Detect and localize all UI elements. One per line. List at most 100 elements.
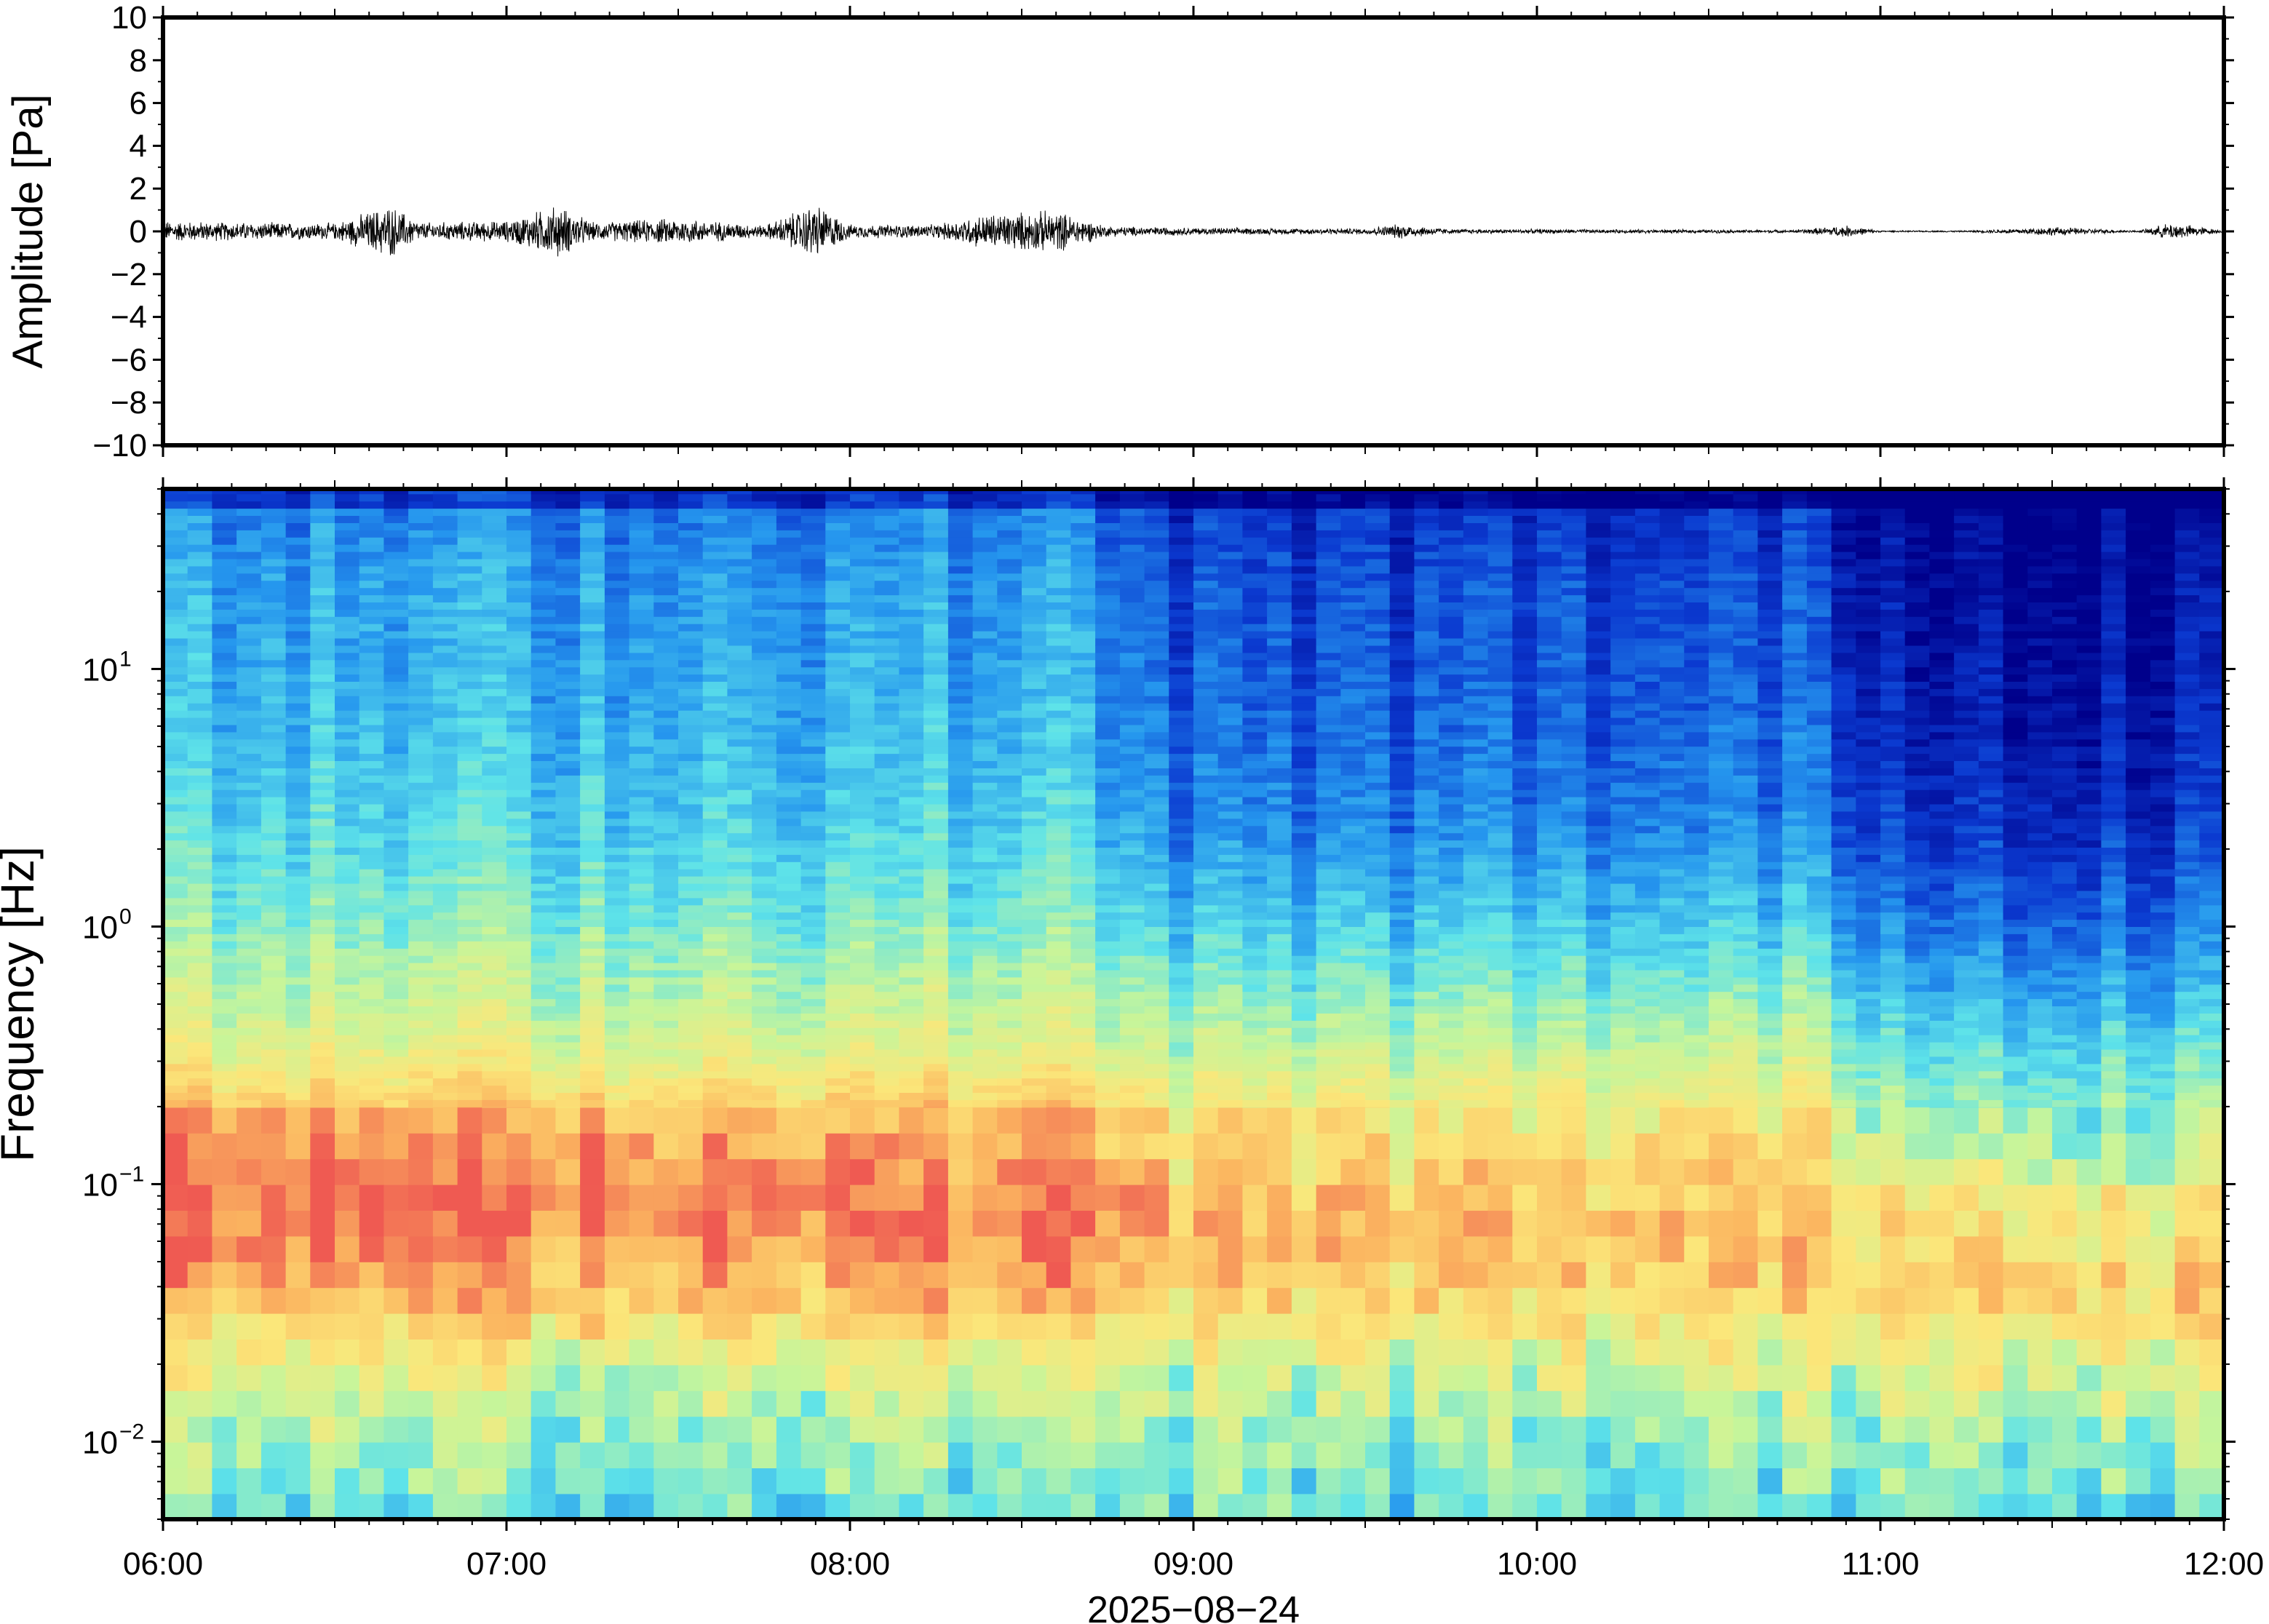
spectrogram-cell (432, 832, 458, 841)
spectrogram-cell (1095, 530, 1121, 538)
spectrogram-cell (187, 508, 213, 516)
spectrogram-cell (1070, 681, 1096, 689)
spectrogram-cell (1144, 746, 1170, 755)
spectrogram-cell (604, 840, 630, 848)
spectrogram-cell (899, 489, 924, 495)
spectrogram-cell (874, 890, 900, 899)
spectrogram-cell (1217, 854, 1244, 862)
spectrogram-cell (457, 1184, 483, 1211)
spectrogram-cell (874, 1210, 900, 1237)
spectrogram-cell (1022, 861, 1047, 869)
spectrogram-cell (408, 1184, 434, 1211)
spectrogram-cell (457, 645, 483, 653)
spectrogram-cell (702, 782, 728, 790)
spectrogram-cell (972, 522, 998, 530)
spectrogram-cell (604, 1035, 630, 1043)
spectrogram-cell (727, 926, 752, 934)
spectrogram-cell (947, 941, 974, 949)
spectrogram-cell (800, 948, 827, 956)
spectrogram-cell (825, 861, 851, 869)
spectrogram-cell (1022, 919, 1047, 927)
spectrogram-cell (702, 1107, 728, 1134)
spectrogram-cell (997, 530, 1022, 538)
spectrogram-cell (1046, 1006, 1072, 1014)
spectrogram-cell (1217, 565, 1244, 574)
spectrogram-cell (359, 724, 385, 733)
spectrogram-cell (752, 501, 777, 509)
spectrogram-cell (1242, 789, 1268, 797)
spectrogram-cell (653, 934, 679, 942)
spectrogram-cell (1046, 912, 1072, 920)
spectrogram-cell (187, 724, 213, 733)
spectrogram-cell (1119, 717, 1145, 725)
spectrogram-cell (850, 696, 875, 704)
spectrogram-cell (261, 926, 287, 934)
spectrogram-cell (947, 904, 974, 913)
spectrogram-cell (1070, 731, 1096, 740)
spectrogram-cell (850, 489, 875, 495)
spectrogram-cell (237, 955, 262, 963)
spectrogram-cell (1217, 739, 1244, 747)
spectrogram-cell (1217, 580, 1244, 589)
spectrogram-cell (1217, 789, 1244, 797)
spectrogram-cell (825, 537, 851, 545)
spectrogram-cell (310, 1364, 335, 1391)
spectrogram-cell (923, 688, 949, 696)
spectrogram-cell (531, 1078, 557, 1086)
spectrogram-cell (923, 919, 949, 927)
spectrogram-cell (727, 883, 752, 891)
spectrogram-cell (408, 616, 434, 624)
spectrogram-cell (997, 645, 1022, 653)
spectrogram-cell (629, 544, 655, 552)
spectrogram-cell (752, 1158, 777, 1185)
spectrogram-cell (237, 530, 262, 538)
spectrogram-cell (972, 1063, 998, 1072)
spectrogram-cell (310, 1133, 335, 1160)
spectrogram-cell (335, 624, 360, 632)
spectrogram-cell (482, 1235, 507, 1262)
spectrogram-cell (678, 941, 704, 949)
spectrogram-cell (629, 811, 655, 819)
spectrogram-cell (947, 1078, 974, 1086)
spectrogram-cell (1070, 1287, 1096, 1314)
spectrogram-cell (237, 573, 262, 581)
spectrogram-cell (702, 912, 728, 920)
spectrogram-cell (800, 493, 827, 502)
spectrogram-cell (1070, 1027, 1096, 1035)
spectrogram-cell (604, 955, 630, 963)
spectrogram-cell (1070, 1364, 1096, 1391)
spectrogram-cell (653, 1078, 679, 1086)
spectrogram-cell (1022, 1133, 1047, 1160)
spectrogram-cell (800, 594, 827, 602)
spectrogram-cell (1144, 847, 1170, 855)
spectrogram-cell (702, 869, 728, 877)
spectrogram-cell (727, 811, 752, 819)
spectrogram-cell (1144, 976, 1170, 985)
spectrogram-cell (1291, 1133, 1317, 1160)
spectrogram-cell (1193, 1416, 1219, 1443)
spectrogram-cell (653, 602, 679, 610)
spectrogram-cell (384, 558, 409, 567)
spectrogram-cell (752, 580, 777, 589)
spectrogram-cell (359, 1042, 385, 1050)
spectrogram-cell (1217, 552, 1244, 560)
spectrogram-cell (850, 1158, 875, 1185)
spectrogram-cell (359, 984, 385, 992)
spectrogram-cell (1267, 890, 1292, 899)
spectrogram-cell (163, 897, 188, 906)
spectrogram-cell (727, 1262, 752, 1289)
spectrogram-cell (506, 631, 532, 639)
spectrogram-cell (163, 1184, 188, 1211)
spectrogram-cell (1169, 631, 1194, 639)
spectrogram-cell (1022, 1390, 1047, 1417)
spectrogram-cell (702, 854, 728, 862)
spectrogram-cell (359, 696, 385, 704)
spectrogram-cell (702, 645, 728, 653)
spectrogram-cell (359, 659, 385, 668)
spectrogram-cell (1291, 955, 1317, 963)
spectrogram-cell (604, 948, 630, 956)
spectrogram-cell (531, 710, 557, 718)
spectrogram-cell (212, 789, 237, 797)
spectrogram-cell (1267, 508, 1292, 516)
spectrogram-cell (285, 1085, 311, 1093)
